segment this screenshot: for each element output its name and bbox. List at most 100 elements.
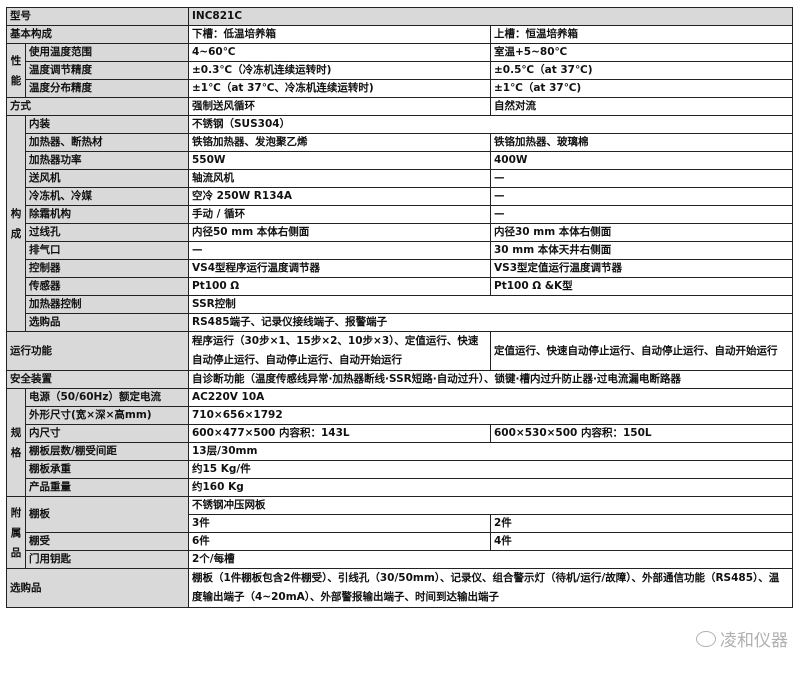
row-label: 方式 — [6, 97, 189, 116]
row-label: 外形尺寸(宽×深×高mm) — [25, 406, 189, 425]
value-cell: Pt100 Ω — [188, 277, 491, 296]
value-cell: 550W — [188, 151, 491, 170]
value-cell: — — [188, 241, 491, 260]
value-cell: 30 mm 本体天井右侧面 — [490, 241, 793, 260]
value-cell: 710×656×1792 — [188, 406, 793, 425]
value-cell: — — [490, 169, 793, 188]
value-cell: 室温+5~80℃ — [490, 43, 793, 62]
value-cell: ±1℃（at 37℃、冷冻机连续运转时) — [188, 79, 491, 98]
row-label: 除霜机构 — [25, 205, 189, 224]
value-cell: VS3型定值运行温度调节器 — [490, 259, 793, 278]
table-row: 排气口 —30 mm 本体天井右侧面 — [7, 241, 793, 260]
table-row: 加热器、断热材 铁铬加热器、发泡聚乙烯 铁铬加热器、玻璃棉 — [7, 133, 793, 152]
value-cell: — — [490, 205, 793, 224]
value-cell: INC821C — [188, 7, 793, 26]
table-row: 传感器 Pt100 Ω Pt100 Ω &K型 — [7, 277, 793, 296]
table-row: 温度调节精度 ±0.3℃（冷冻机连续运转时) ±0.5℃（at 37℃) — [7, 61, 793, 80]
value-cell: 手动 / 循环 — [188, 205, 491, 224]
value-cell: 空冷 250W R134A — [188, 187, 491, 206]
row-label: 基本构成 — [6, 25, 189, 44]
value-cell: 棚板（1件棚板包含2件棚受）、引线孔（30/50mm）、记录仪、组合警示灯（待机… — [188, 568, 793, 608]
value-cell: 不锈钢（SUS304） — [188, 115, 793, 134]
table-row: 选购品 棚板（1件棚板包含2件棚受）、引线孔（30/50mm）、记录仪、组合警示灯… — [6, 568, 793, 608]
row-label: 门用钥匙 — [25, 550, 189, 569]
row-label: 使用温度范围 — [25, 43, 189, 62]
row-label: 选购品 — [6, 568, 189, 608]
row-label: 棚板层数/棚受间距 — [25, 442, 189, 461]
table-row: 棚板承重 约15 Kg/件 — [7, 460, 793, 479]
value-cell: 600×477×500 内容积：143L — [188, 424, 491, 443]
table-row: 性能 使用温度范围 4~60℃ 室温+5~80℃ — [6, 43, 793, 98]
value-cell: 上槽：恒温培养箱 — [490, 25, 793, 44]
row-label: 棚板 — [25, 496, 189, 533]
table-row: 运行功能 程序运行（30步×1、15步×2、10步×3）、定值运行、快速自动停止运… — [6, 331, 793, 371]
value-cell: 铁铬加热器、玻璃棉 — [490, 133, 793, 152]
value-cell: 内径30 mm 本体右侧面 — [490, 223, 793, 242]
row-label: 安全装置 — [6, 370, 189, 389]
value-cell: 强制送风循环 — [188, 97, 491, 116]
row-label: 加热器功率 — [25, 151, 189, 170]
row-label: 棚受 — [25, 532, 189, 551]
value-cell: RS485端子、记录仪接线端子、报警端子 — [188, 313, 793, 332]
value-cell: 约15 Kg/件 — [188, 460, 793, 479]
value-cell: 400W — [490, 151, 793, 170]
row-label: 电源（50/60Hz）额定电流 — [25, 388, 189, 407]
table-row: 方式 强制送风循环 自然对流 — [6, 97, 793, 116]
table-row: 基本构成 下槽：低温培养箱 上槽：恒温培养箱 — [6, 25, 793, 44]
table-row: 构成 内装 不锈钢（SUS304） — [6, 115, 793, 332]
value-cell: 约160 Kg — [188, 478, 793, 497]
row-label: 内尺寸 — [25, 424, 189, 443]
table-row: 规格 电源（50/60Hz）额定电流 AC220V 10A — [6, 388, 793, 497]
table-row: 过线孔 内径50 mm 本体右侧面 内径30 mm 本体右侧面 — [7, 223, 793, 242]
value-cell: 自然对流 — [490, 97, 793, 116]
value-cell: 自诊断功能（温度传感线异常·加热器断线·SSR短路·自动过升）、锁键·槽内过升防… — [188, 370, 793, 389]
table-row: 温度分布精度 ±1℃（at 37℃、冷冻机连续运转时) ±1℃（at 37℃) — [7, 79, 793, 98]
watermark-text: 凌和仪器 — [720, 631, 788, 651]
value-cell: 内径50 mm 本体右侧面 — [188, 223, 491, 242]
watermark: 凌和仪器 — [696, 626, 788, 651]
value-cell: 不锈钢冲压网板 — [188, 496, 793, 515]
table-row: 冷冻机、冷媒 空冷 250W R134A — — [7, 187, 793, 206]
group-label: 附属品 — [6, 496, 26, 569]
table-row: 加热器控制 SSR控制 — [7, 295, 793, 314]
row-label: 选购品 — [25, 313, 189, 332]
row-label: 温度调节精度 — [25, 61, 189, 80]
wechat-icon — [696, 630, 716, 647]
row-label: 棚板承重 — [25, 460, 189, 479]
row-label: 加热器、断热材 — [25, 133, 189, 152]
table-row: 安全装置 自诊断功能（温度传感线异常·加热器断线·SSR短路·自动过升）、锁键·槽… — [6, 370, 793, 389]
row-label: 冷冻机、冷媒 — [25, 187, 189, 206]
row-label: 控制器 — [25, 259, 189, 278]
value-cell: 6件 — [188, 532, 491, 551]
value-cell: 轴流风机 — [188, 169, 491, 188]
value-cell: 铁铬加热器、发泡聚乙烯 — [188, 133, 491, 152]
value-cell: SSR控制 — [188, 295, 793, 314]
value-cell: 2件 — [490, 514, 793, 533]
table-row: 控制器 VS4型程序运行温度调节器 VS3型定值运行温度调节器 — [7, 259, 793, 278]
row-label: 过线孔 — [25, 223, 189, 242]
value-cell: ±0.3℃（冷冻机连续运转时) — [188, 61, 491, 80]
spec-table: 型号 INC821C 基本构成 下槽：低温培养箱 上槽：恒温培养箱 性能 使用温度范围 4~6… — [6, 7, 793, 608]
row-label: 传感器 — [25, 277, 189, 296]
table-row: 选购品 RS485端子、记录仪接线端子、报警端子 — [7, 313, 793, 332]
table-row: 附属品 棚板 不锈钢冲压网板 — [6, 496, 793, 569]
table-row: 除霜机构 手动 / 循环 — — [7, 205, 793, 224]
group-label: 性能 — [6, 43, 26, 98]
value-cell: 13层/30mm — [188, 442, 793, 461]
row-label: 排气口 — [25, 241, 189, 260]
value-cell: 4件 — [490, 532, 793, 551]
table-row: 门用钥匙 2个/每槽 — [7, 550, 793, 569]
value-cell: — — [490, 187, 793, 206]
row-label: 加热器控制 — [25, 295, 189, 314]
value-cell: 600×530×500 内容积：150L — [490, 424, 793, 443]
group-label: 构成 — [6, 115, 26, 332]
table-row: 加热器功率 550W 400W — [7, 151, 793, 170]
table-row: 棚板层数/棚受间距 13层/30mm — [7, 442, 793, 461]
value-cell: 4~60℃ — [188, 43, 491, 62]
row-label: 型号 — [6, 7, 189, 26]
table-row: 内尺寸 600×477×500 内容积：143L 600×530×500 内容积：1… — [7, 424, 793, 443]
value-cell: Pt100 Ω &K型 — [490, 277, 793, 296]
value-cell: 定值运行、快速自动停止运行、自动停止运行、自动开始运行 — [490, 331, 793, 371]
table-row: 外形尺寸(宽×深×高mm) 710×656×1792 — [7, 406, 793, 425]
value-cell: ±1℃（at 37℃) — [490, 79, 793, 98]
